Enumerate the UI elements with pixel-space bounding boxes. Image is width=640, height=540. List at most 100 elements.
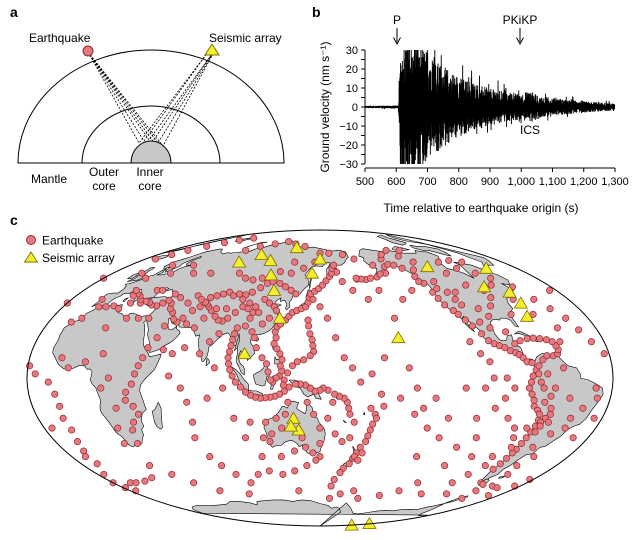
earthquake-dot [504,414,512,422]
earthquake-dot [433,285,441,293]
earthquake-dot [132,286,140,294]
earthquake-dot [435,434,443,442]
earthquake-dot [261,295,269,303]
earthquake-dot [115,305,123,313]
earthquake-dot [205,338,214,346]
earthquake-dot [68,426,76,434]
earthquake-dot [535,370,543,378]
earthquake-dot [511,340,519,348]
earthquake-dot [485,312,493,320]
earthquake-dot [354,456,362,464]
earthquake-dot [390,261,398,269]
x-tick-label: 1,200 [570,176,598,188]
landmass [343,419,347,424]
earthquake-dot [531,428,539,436]
earthquake-dot [262,360,271,368]
earthquake-dot [139,354,147,362]
earthquake-dot [188,307,197,315]
earthquake-dot [127,380,135,388]
earthquake-dot [434,294,442,303]
earthquake-dot [336,469,344,477]
earthquake-dot [191,434,199,442]
earthquake-dot [176,384,184,392]
earthquake-dot [390,314,399,322]
earthquake-dot [206,453,214,461]
earthquake-dot [196,303,204,311]
earthquake-dot [258,354,266,362]
earthquake-dot [329,398,337,406]
earthquake-dot [291,467,299,475]
earthquake-dot [235,236,243,244]
earthquake-dot [430,278,438,286]
landmass [151,402,163,430]
earthquake-dot [474,305,482,313]
inner-core-label-1: Inner [136,165,163,179]
seismic-array-marker [204,43,220,56]
earthquake-dot [290,447,299,455]
y-tick-label: 10 [346,83,358,95]
earthquake-dot [458,494,466,502]
earthquake-dot [207,294,215,302]
y-tick-label: −20 [339,140,358,152]
earthquake-dot [507,310,515,318]
ray-paths [87,49,216,147]
earthquake-dot [231,308,239,317]
earthquake-dot [142,274,150,282]
seismic-array-triangle [478,261,494,274]
earthquake-dot [171,290,179,298]
earthquake-dot [453,443,461,451]
earthquake-dot [67,318,75,326]
earthquake-dot [129,292,137,300]
y-axis-title: Ground velocity (nm s⁻¹) [318,41,332,172]
earthquake-dot [496,460,504,468]
earthquake-dot [468,453,476,461]
seismic-array-triangle [476,280,492,293]
earthquake-dot [510,434,518,442]
earthquake-dot [530,396,538,404]
earthquake-dot [350,487,358,495]
seismic-array-triangle [312,252,328,265]
earthquake-dot [417,490,425,498]
earthquake-dot [228,372,236,380]
earthquake-dot [268,430,276,438]
earthquake-dot [222,305,231,313]
earthquake-dot [464,470,472,478]
earthquake-dot [303,462,311,470]
earthquake-dot [472,434,480,442]
earthquake-dot [364,295,372,303]
earthquake-dot [264,368,272,376]
earthquake-dot [575,326,583,334]
earthquake-dot [542,336,550,344]
earthquake-dot [442,490,451,498]
earthquake-dot [411,272,419,281]
earthquake-dot [231,378,239,386]
earthquake-dot [523,424,531,432]
earthquake-dot [302,443,310,451]
earthquake-dot [354,494,362,502]
earthquake-dot [211,312,219,320]
earthquake-dot [145,314,153,322]
earthquake-dot [203,394,211,402]
earthquake-dot [350,418,358,426]
earthquake-dot [528,390,536,398]
earthquake-dot [306,352,314,360]
earthquake-dot [547,392,555,400]
earthquake-dot [501,344,509,352]
earthquake-dot [444,414,452,422]
seismic-array-triangle [231,255,247,268]
earthquake-dot [266,438,274,446]
earthquake-dot [276,279,284,287]
earthquake-dot [241,388,250,396]
earthquake-dot [537,378,545,386]
outer-core-label-2: core [92,179,116,193]
earthquake-dot [304,316,312,324]
landmass [127,272,141,279]
earthquake-dot [277,453,285,461]
earthquake-dot [380,354,389,362]
earthquake-dot [265,467,273,475]
earthquake-dot [398,264,406,272]
earthquake-dot [420,404,428,412]
earthquake-dot [281,410,289,418]
earthquake-dot [98,295,106,303]
earthquake-dot [451,295,459,303]
